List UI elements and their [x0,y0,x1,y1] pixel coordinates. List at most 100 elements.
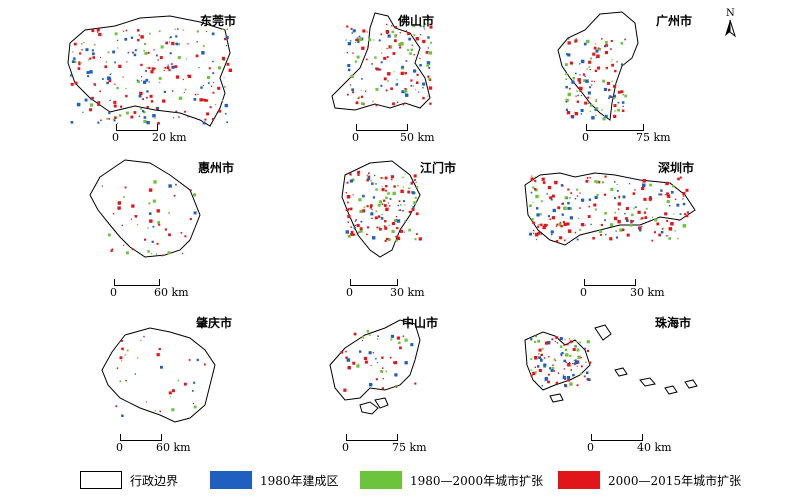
panel-dongguan: 东莞市 0 20 km [60,8,322,158]
urban-patch [206,112,210,116]
urban-patch [561,203,563,205]
urban-patch [674,230,676,232]
urban-patch [577,78,581,82]
urban-patch [168,184,172,188]
urban-patch [644,216,648,219]
urban-patch [352,194,354,196]
urban-patch [530,177,534,181]
urban-patch [429,25,433,29]
urban-patch [133,53,137,57]
urban-patch [193,405,197,409]
urban-patch [394,39,397,43]
urban-patch [387,192,390,195]
urban-patch [539,213,542,216]
urban-patch [566,343,569,346]
urban-patch [400,71,404,75]
urban-patch [389,205,391,207]
urban-patch [654,231,656,234]
urban-patch [429,102,432,105]
urban-patch [677,177,680,181]
urban-patch [357,40,360,44]
urban-patch [392,52,396,55]
urban-patch [422,87,424,89]
urban-patch [385,207,389,211]
urban-patch [154,117,156,119]
urban-patch [222,99,224,101]
urban-patch [572,373,575,377]
urban-patch [534,371,537,374]
urban-patch [574,359,577,362]
legend-item: 1980—2000年城市扩张 [360,468,560,492]
urban-patch [660,230,664,234]
urban-patch [563,206,567,210]
urban-patch [614,181,616,183]
urban-patch [561,202,564,205]
urban-patch [202,44,205,47]
urban-patch [591,116,595,120]
urban-patch [178,116,180,118]
urban-patch [99,56,101,58]
urban-patch [397,204,399,207]
urban-patch [347,42,351,46]
urban-patch [202,121,206,125]
urban-patch [94,84,97,87]
urban-patch [225,44,228,47]
urban-patch [569,340,573,344]
urban-patch [634,189,636,191]
urban-patch [123,196,125,198]
urban-patch [552,208,556,213]
urban-patch [570,192,572,194]
urban-patch [201,51,205,55]
urban-patch [578,217,580,219]
urban-patch [534,176,536,178]
urban-patch [614,69,617,73]
urban-patch [604,219,606,222]
urban-patch [162,99,166,103]
urban-patch [595,100,597,102]
urban-patch [601,181,604,184]
urban-patch [355,101,359,105]
urban-patch [386,48,388,50]
urban-patch [554,340,556,343]
urban-patch [125,379,127,382]
urban-patch [108,118,111,120]
urban-patch [112,118,114,120]
urban-patch [184,88,187,91]
urban-patch [166,66,170,70]
urban-patch [112,50,116,54]
urban-patch [149,219,153,223]
urban-patch [666,194,671,198]
urban-patch [346,181,349,184]
urban-patch [375,104,378,107]
urban-patch [412,24,416,28]
urban-patch [594,180,597,183]
urban-patch [536,239,537,241]
urban-patch [404,71,407,75]
urban-patch [360,89,362,91]
urban-patch [357,363,359,365]
urban-patch [588,198,592,201]
urban-patch [143,49,145,52]
urban-patch [182,29,184,31]
urban-patch [588,60,592,64]
urban-patch [580,356,582,359]
urban-patch [418,91,420,93]
urban-patch [150,70,154,74]
urban-patch [684,213,687,216]
urban-patch [168,69,171,72]
urban-patch [159,410,162,413]
urban-patch [382,367,384,369]
urban-patch [603,87,607,91]
urban-patch [381,203,384,206]
urban-patch [564,348,568,352]
urban-patch [422,39,426,44]
urban-patch [171,90,174,92]
urban-patch [395,236,397,238]
urban-patch [159,81,161,84]
urban-patch [565,85,568,89]
urban-patch [89,108,93,112]
urban-patch [381,387,385,390]
urban-patch [367,175,371,179]
urban-patch [407,32,410,36]
urban-patch [89,57,92,60]
